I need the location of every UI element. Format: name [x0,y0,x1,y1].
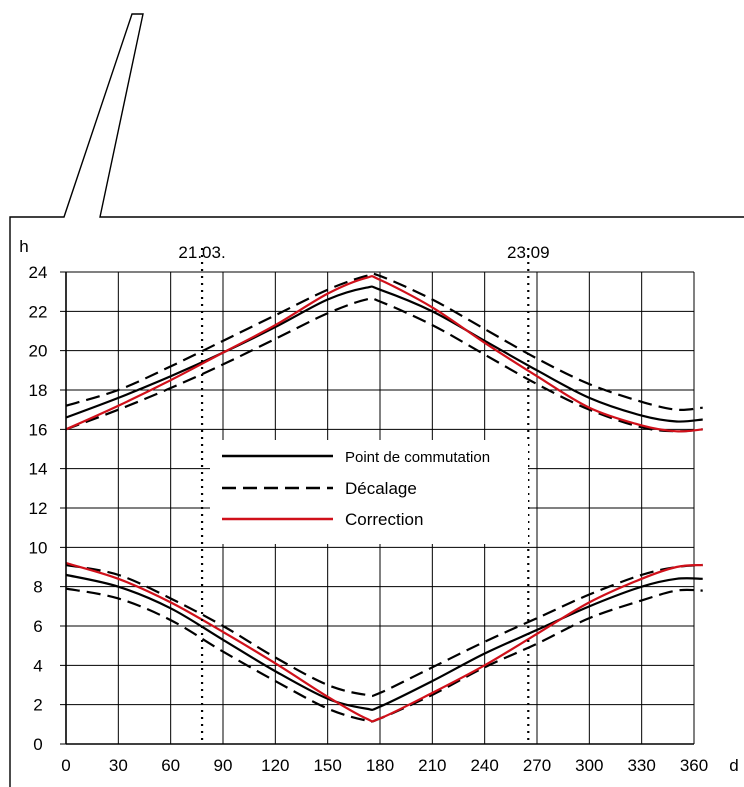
y-tick-label-10: 10 [29,538,48,557]
x-tick-label-360: 360 [680,756,708,775]
x-tick-label-0: 0 [61,756,70,775]
y-tick-label-6: 6 [33,617,42,636]
y-tick-label-2: 2 [33,696,42,715]
legend-label-2: Correction [345,510,423,529]
x-tick-label-120: 120 [261,756,289,775]
callout-frame [9,13,744,787]
x-tick-label-210: 210 [418,756,446,775]
y-tick-label-18: 18 [29,381,48,400]
x-tick-label-150: 150 [313,756,341,775]
series-line-0 [65,285,703,423]
y-tick-label-24: 24 [29,263,48,282]
series-line-5 [65,587,703,723]
series-line-2 [65,272,703,411]
x-axis-label: d [729,756,738,775]
x-tick-label-240: 240 [470,756,498,775]
x-tick-label-30: 30 [109,756,128,775]
x-tick-label-300: 300 [575,756,603,775]
y-tick-label-20: 20 [29,342,48,361]
x-tick-label-270: 270 [523,756,551,775]
y-tick-label-22: 22 [29,302,48,321]
axes: 0 30 60 90 120 150 180 210 240 270 300 330 360024681… [19,237,738,775]
x-tick-label-330: 330 [627,756,655,775]
y-axis-label: h [19,237,28,256]
x-tick-label-60: 60 [161,756,180,775]
y-tick-label-4: 4 [33,656,42,675]
date-markers: 21.03. 23.09 [178,243,550,744]
series-line-1 [65,573,703,711]
date-marker-label-0: 21.03. [178,243,225,262]
legend: Point de commutation Décalage Correction [210,440,528,544]
series-line-6 [65,275,703,433]
x-tick-label-90: 90 [214,756,233,775]
y-tick-label-12: 12 [29,499,48,518]
series-line-3 [65,297,703,433]
date-marker-label-1: 23.09 [507,243,550,262]
y-tick-label-0: 0 [33,735,42,754]
series-layer [65,272,703,723]
y-tick-label-16: 16 [29,420,48,439]
legend-background [210,440,528,544]
y-tick-label-14: 14 [29,460,48,479]
x-tick-label-180: 180 [366,756,394,775]
series-line-7 [65,562,703,723]
legend-label-1: Décalage [345,479,417,498]
y-tick-label-8: 8 [33,578,42,597]
series-line-4 [65,563,703,698]
legend-label-0: Point de commutation [345,449,490,466]
